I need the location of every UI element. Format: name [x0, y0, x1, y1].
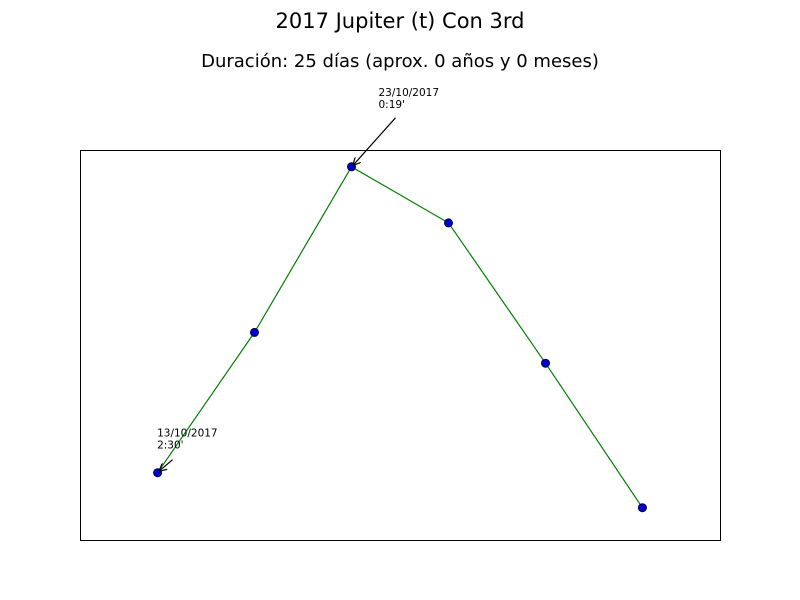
- annotation-label: 23/10/2017: [379, 87, 440, 99]
- annotation-label: 13/10/2017: [157, 428, 218, 440]
- annotation-arrow: [160, 459, 173, 471]
- annotation-label: 2:30': [157, 440, 183, 452]
- series-layer: [153, 162, 647, 513]
- annotation-label: 0:19': [379, 99, 405, 111]
- data-point: [250, 327, 259, 337]
- data-point: [444, 218, 453, 228]
- annotation-arrow: [354, 117, 396, 165]
- chart-subtitle: Duración: 25 días (aprox. 0 años y 0 mes…: [201, 51, 599, 72]
- data-point: [637, 503, 647, 513]
- chart-title: 2017 Jupiter (t) Con 3rd: [275, 9, 525, 33]
- data-point: [541, 358, 550, 368]
- series-line: [157, 165, 643, 509]
- plot-frame: [80, 150, 721, 541]
